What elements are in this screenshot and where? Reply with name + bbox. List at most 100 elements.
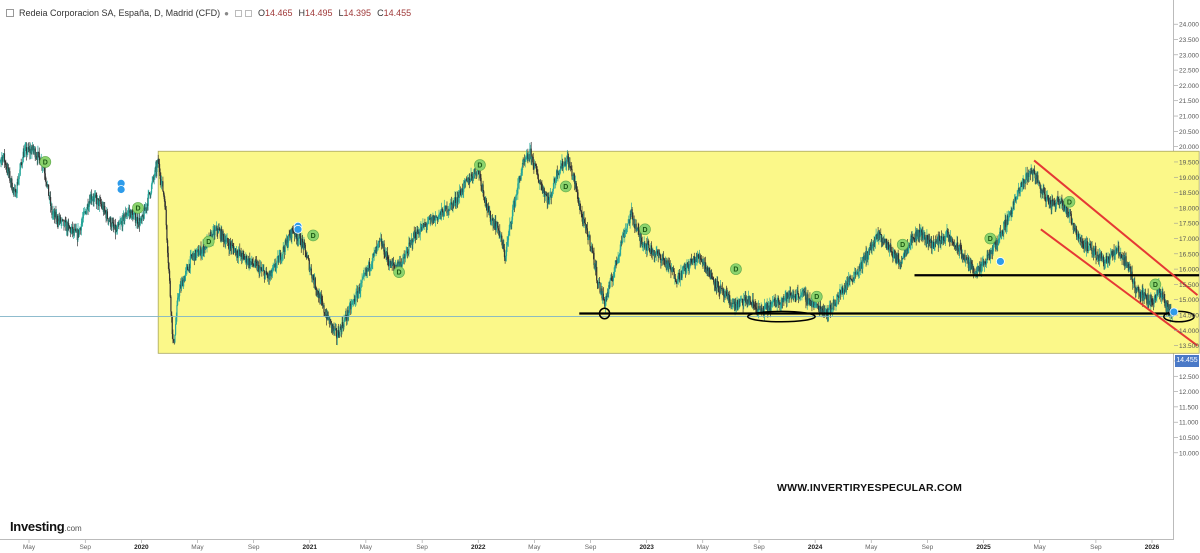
- collapse-icon[interactable]: [6, 9, 14, 17]
- candle-body: [658, 252, 660, 257]
- candle-body: [610, 277, 613, 281]
- candle-body: [976, 271, 978, 273]
- candle-body: [857, 272, 859, 275]
- candle-body: [157, 160, 159, 163]
- candle-body: [775, 304, 778, 306]
- y-axis-label: 11.000: [1179, 420, 1199, 427]
- candle-body: [462, 191, 464, 193]
- candle-body: [89, 200, 91, 204]
- candle-body: [348, 305, 350, 313]
- candle-body: [972, 267, 974, 269]
- candle-body: [935, 240, 937, 242]
- candle-body: [503, 249, 506, 257]
- candle-body: [488, 210, 490, 215]
- candle-body: [628, 219, 630, 224]
- candle-body: [607, 292, 609, 294]
- candle-body: [254, 260, 256, 266]
- candle-body: [15, 193, 18, 197]
- candle-body: [421, 225, 423, 231]
- candle-body: [384, 254, 386, 256]
- candle-body: [595, 266, 597, 269]
- candle-body: [576, 191, 578, 193]
- candle-body: [1032, 170, 1034, 176]
- candle-body: [1007, 216, 1009, 222]
- candle-body: [223, 239, 225, 242]
- candle-body: [917, 229, 919, 237]
- candle-body: [541, 189, 544, 194]
- candle-body: [536, 171, 538, 174]
- candle-body: [332, 324, 334, 329]
- candle-body: [640, 237, 643, 242]
- candle-body: [1091, 247, 1093, 255]
- candle-body: [445, 205, 447, 210]
- candle-body: [154, 170, 156, 178]
- candle-body: [692, 260, 694, 265]
- candle-body: [904, 252, 906, 257]
- candle-body: [745, 301, 748, 304]
- candle-body: [1139, 291, 1141, 298]
- candle-body: [1080, 241, 1082, 243]
- candle-body: [919, 232, 921, 238]
- candle-body: [1130, 268, 1132, 277]
- candle-body: [896, 254, 899, 264]
- candle-body: [229, 242, 231, 250]
- candle-body: [886, 242, 888, 250]
- candle-body: [124, 217, 126, 221]
- candle-body: [818, 305, 820, 311]
- candle-body: [608, 285, 611, 288]
- candle-body: [506, 242, 508, 247]
- candle-body: [474, 168, 476, 174]
- candle-body: [529, 148, 531, 159]
- candle-body: [1129, 266, 1131, 269]
- candle-body: [1105, 256, 1107, 260]
- candle-body: [218, 228, 220, 230]
- candle-body: [789, 292, 791, 298]
- candle-body: [965, 258, 967, 260]
- candle-body: [122, 215, 124, 227]
- candle-body: [366, 268, 369, 272]
- candle-body: [185, 271, 187, 276]
- candle-body: [449, 209, 451, 210]
- candle-body: [353, 298, 355, 301]
- candle-body: [358, 287, 361, 294]
- candle-body: [5, 162, 7, 167]
- candle-body: [64, 221, 66, 226]
- candle-body: [1013, 201, 1015, 205]
- candle-body: [405, 251, 407, 255]
- candle-body: [1132, 282, 1135, 284]
- candle-body: [357, 292, 359, 298]
- candle-body: [8, 171, 10, 174]
- candle-body: [913, 238, 915, 241]
- candle-body: [1082, 243, 1084, 245]
- candle-body: [861, 262, 863, 269]
- candle-body: [299, 235, 302, 246]
- candle-body: [239, 250, 241, 255]
- candle-body: [87, 204, 89, 210]
- candle-body: [451, 202, 453, 204]
- candle-body: [722, 289, 724, 291]
- candle-body: [190, 254, 192, 257]
- close-square-icon[interactable]: [244, 9, 252, 17]
- candle-body: [515, 195, 517, 200]
- candle-body: [945, 237, 947, 241]
- candle-body: [559, 170, 561, 171]
- candle-body: [725, 291, 727, 295]
- candle-body: [101, 205, 103, 209]
- candle-body: [1143, 293, 1145, 298]
- candle-body: [473, 168, 475, 174]
- candle-body: [1157, 288, 1159, 291]
- candle-body: [608, 285, 610, 294]
- candle-body: [841, 287, 843, 293]
- candle-body: [971, 261, 973, 264]
- candle-body: [1123, 257, 1125, 260]
- settings-square-icon[interactable]: [234, 9, 242, 17]
- candle-body: [747, 296, 750, 302]
- candle-body: [112, 222, 114, 224]
- candle-body: [1, 156, 3, 160]
- candle-body: [1154, 295, 1156, 298]
- candle-body: [557, 172, 559, 177]
- candle-body: [997, 239, 1000, 246]
- candle-body: [70, 229, 72, 233]
- candle-body: [329, 319, 331, 324]
